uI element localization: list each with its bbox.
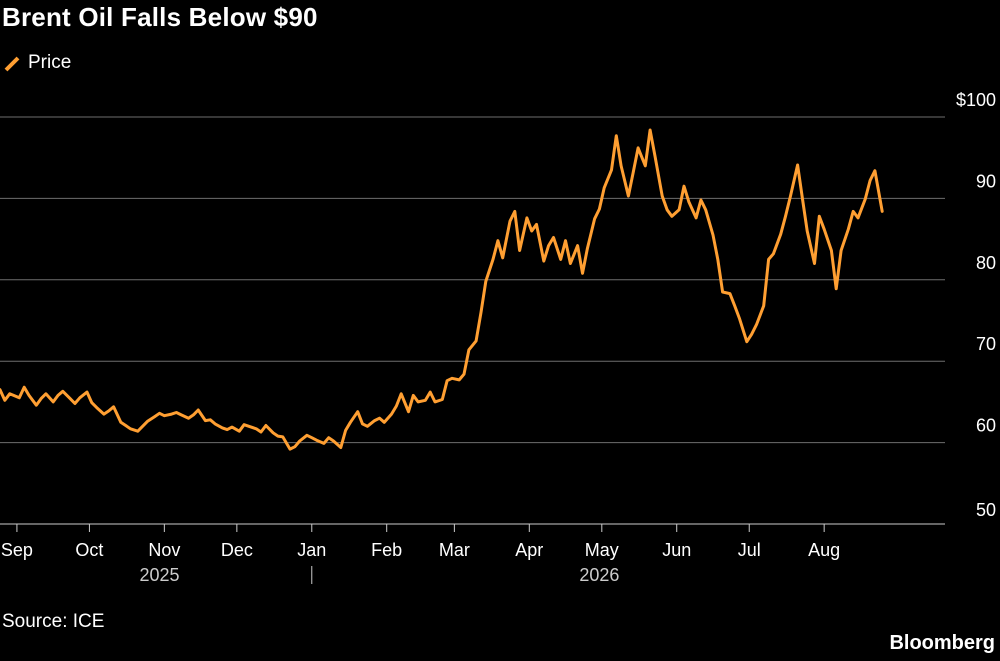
gridlines [0,116,945,525]
x-tick-label: Nov [148,540,180,560]
line-chart: Sep Oct Nov Dec Jan Feb Mar Apr May Jun Jul Aug 2025… [0,90,996,585]
y-tick-label: $100 [956,90,996,110]
series-layer [0,128,884,451]
y-tick-label: 60 [976,416,996,436]
x-tick-label: Dec [221,540,253,560]
year-label: 2025 [139,565,179,585]
x-tick-label: May [585,540,619,560]
x-tick-label: Aug [808,540,840,560]
x-tick-label: Oct [75,540,103,560]
y-tick-label: 80 [976,253,996,273]
x-tick-label: Apr [515,540,543,560]
x-tick-label: Mar [439,540,470,560]
y-tick-label: 70 [976,334,996,354]
source-note: Source: ICE [2,611,105,632]
x-tick-label: Jul [738,540,761,560]
x-tick-label: Jan [297,540,326,560]
x-tick-label: Jun [662,540,691,560]
series-line-price [0,128,884,451]
brand-logo: Bloomberg [889,632,995,654]
legend-swatch-icon [4,56,20,72]
legend-label-price: Price [28,52,72,73]
x-axis: Sep Oct Nov Dec Jan Feb Mar Apr May Jun Jul Aug 2025… [1,524,840,585]
x-tick-label: Feb [371,540,402,560]
year-label: 2026 [579,565,619,585]
y-axis-labels: $100 90 80 70 60 50 [956,90,996,520]
legend: Price [2,50,71,76]
y-tick-label: 90 [976,171,996,191]
y-tick-label: 50 [976,500,996,520]
x-tick-label: Sep [1,540,33,560]
chart-title: Brent Oil Falls Below $90 [2,2,318,32]
